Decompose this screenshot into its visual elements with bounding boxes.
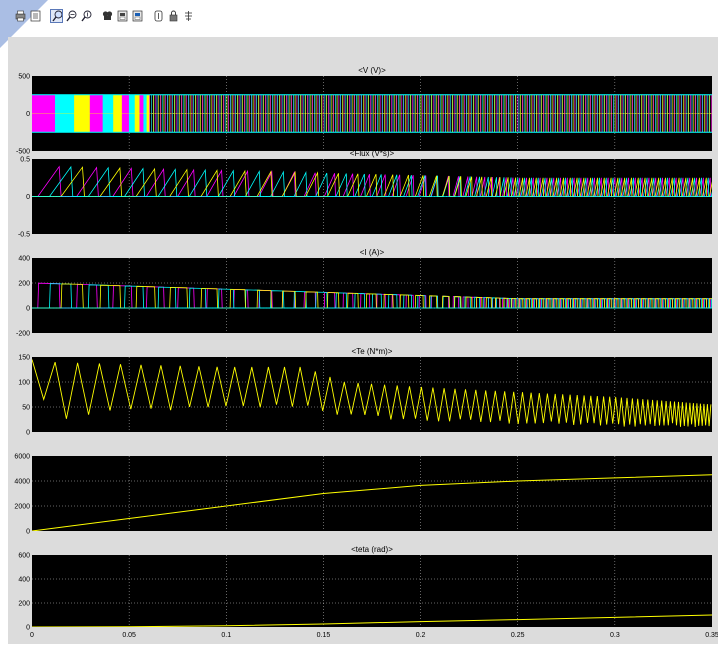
series-group [32, 258, 712, 333]
signal-selector-button[interactable] [182, 9, 195, 23]
floating-scope-icon [154, 10, 163, 22]
zoom-y-icon [81, 10, 92, 22]
scope-panel-4: <Te (N*m)> 150 100 50 0 [18, 347, 712, 437]
restore-axes-button[interactable] [131, 9, 144, 23]
series-group [32, 456, 712, 531]
y-tick-label: 2000 [14, 504, 30, 511]
parameters-button[interactable] [29, 9, 42, 23]
y-tick-label: 200 [18, 601, 30, 608]
zoom-icon [52, 10, 62, 22]
y-tick-label: 0 [26, 111, 30, 118]
x-tick-label: 0.3 [610, 632, 620, 639]
plot-area [32, 456, 712, 531]
print-button[interactable] [14, 9, 27, 23]
save-axes-button[interactable] [116, 9, 129, 23]
x-tick-label: 0.1 [221, 632, 231, 639]
x-tick-label: 0 [30, 632, 34, 639]
lock-axes-icon [169, 10, 178, 22]
panel-title: <V (V)> [358, 66, 386, 75]
floating-scope-button[interactable] [152, 9, 165, 23]
series-group [32, 357, 712, 432]
scope-panel-5: 6000 4000 2000 0 [14, 454, 712, 536]
panel-title: <Flux (V*s)> [350, 149, 395, 158]
scope-panel-1: <V (V)> 500 0 -500 [16, 66, 712, 156]
y-tick-label: 400 [18, 256, 30, 263]
scope-display: <V (V)> 500 0 -500 <Flux (V*s)> 0.5 0 -0.5 <I (A… [8, 37, 718, 644]
y-tick-label: 600 [18, 553, 30, 560]
y-tick-label: 6000 [14, 454, 30, 461]
y-tick-label: 0 [26, 306, 30, 313]
y-tick-label: 4000 [14, 479, 30, 486]
panel-title: <I (A)> [360, 248, 385, 257]
print-icon [15, 10, 26, 22]
restore-axes-icon [132, 10, 143, 22]
x-tick-label: 0.15 [317, 632, 331, 639]
plot-area [32, 357, 712, 432]
y-tick-label: 0 [26, 529, 30, 536]
series-group [32, 159, 712, 234]
series-group [32, 555, 712, 627]
y-tick-label: 50 [22, 405, 30, 412]
plot-area [32, 555, 712, 627]
save-axes-icon [117, 10, 128, 22]
series-group [32, 76, 712, 151]
parameters-icon [30, 10, 41, 22]
y-tick-label: 0 [26, 625, 30, 632]
y-tick-label: -500 [16, 149, 30, 156]
autoscale-icon [102, 11, 113, 20]
y-tick-label: 500 [18, 74, 30, 81]
zoom-x-icon [66, 10, 77, 22]
torque-line [32, 359, 712, 428]
y-tick-label: 150 [18, 355, 30, 362]
speed-line [32, 474, 712, 531]
y-tick-label: 0.5 [20, 157, 30, 164]
signal-selector-icon [185, 11, 192, 21]
scope-panel-3: <I (A)> 400 200 0 -200 [16, 248, 712, 338]
y-tick-label: -0.5 [18, 232, 30, 239]
plot-area [32, 258, 712, 333]
lock-axes-button[interactable] [167, 9, 180, 23]
y-tick-label: 0 [26, 430, 30, 437]
y-tick-label: 400 [18, 577, 30, 584]
panel-title: <teta (rad)> [351, 545, 393, 554]
y-tick-label: 0 [26, 194, 30, 201]
y-tick-label: -200 [16, 331, 30, 338]
zoom-x-button[interactable] [65, 9, 78, 23]
panel-title: <Te (N*m)> [352, 347, 393, 356]
scope-toolbar [14, 8, 195, 24]
zoom-button[interactable] [50, 9, 63, 23]
scope-panel-2: <Flux (V*s)> 0.5 0 -0.5 [18, 149, 712, 239]
x-tick-label: 0.05 [122, 632, 136, 639]
x-tick-label: 0.2 [416, 632, 426, 639]
scope-panel-6: <teta (rad)> 600 400 200 00 0.05 0.1 0.15 0.2 0.2… [18, 545, 718, 639]
zoom-y-button[interactable] [80, 9, 93, 23]
x-tick-label: 0.25 [511, 632, 525, 639]
angle-line [32, 614, 712, 627]
autoscale-button[interactable] [101, 9, 114, 23]
x-tick-label: 0.35 [705, 632, 718, 639]
y-tick-label: 200 [18, 281, 30, 288]
y-tick-label: 100 [18, 380, 30, 387]
